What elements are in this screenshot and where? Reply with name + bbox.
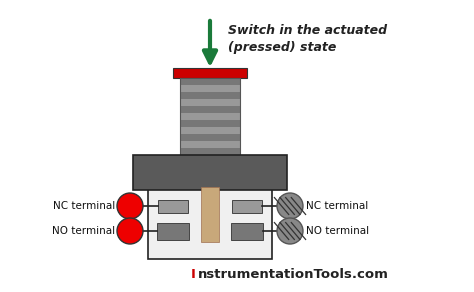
Circle shape (117, 218, 143, 244)
Circle shape (277, 218, 303, 244)
Text: NC terminal: NC terminal (53, 201, 115, 211)
Bar (148, 187, 272, 259)
Text: NO terminal: NO terminal (52, 226, 115, 236)
Circle shape (117, 193, 143, 219)
Bar (158, 200, 188, 213)
Bar (232, 200, 262, 213)
Text: NC terminal: NC terminal (306, 201, 368, 211)
Bar (180, 85, 240, 92)
Bar (180, 141, 240, 148)
Text: nstrumentationTools.com: nstrumentationTools.com (198, 269, 389, 281)
Text: Switch in the actuated: Switch in the actuated (228, 23, 387, 36)
Bar (173, 68, 247, 78)
Bar (180, 148, 240, 155)
Bar (201, 187, 219, 242)
Bar (180, 78, 240, 155)
Bar (180, 120, 240, 127)
Bar (180, 134, 240, 141)
Text: (pressed) state: (pressed) state (228, 41, 337, 55)
Circle shape (277, 193, 303, 219)
Bar (180, 127, 240, 134)
Bar (180, 106, 240, 113)
Bar (133, 155, 287, 190)
Text: I: I (191, 269, 196, 281)
Bar (180, 113, 240, 120)
Bar (180, 78, 240, 85)
Bar (157, 223, 189, 240)
Bar (231, 223, 263, 240)
Bar (180, 92, 240, 99)
Bar (180, 99, 240, 106)
Text: NO terminal: NO terminal (306, 226, 369, 236)
